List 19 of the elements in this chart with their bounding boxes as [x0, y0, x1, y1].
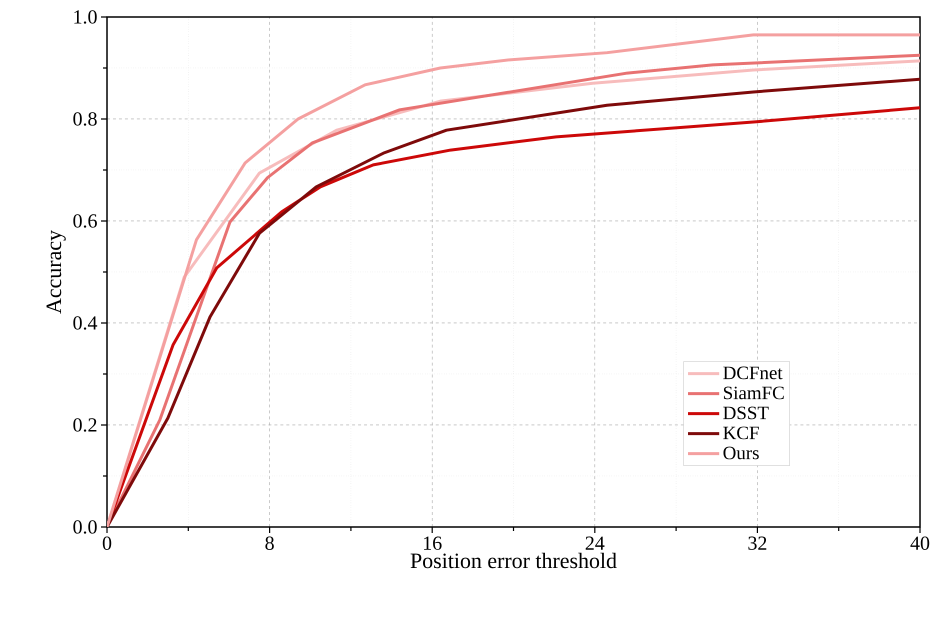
legend-label: DSST: [723, 406, 769, 420]
y-tick-label: 0.2: [73, 418, 96, 432]
x-tick-label: 0: [102, 536, 112, 550]
y-axis-title: Accuracy: [46, 230, 66, 314]
x-tick-label: 40: [910, 536, 930, 550]
x-tick-label: 16: [424, 536, 442, 550]
x-tick-label: 32: [748, 536, 766, 550]
x-tick-label: 8: [265, 536, 274, 550]
legend-label: Ours: [723, 446, 759, 460]
y-tick-label: 0.6: [73, 214, 97, 228]
legend-label: KCF: [723, 426, 759, 440]
y-tick-label: 0.0: [73, 520, 97, 534]
y-tick-label: 1.0: [74, 10, 97, 24]
y-tick-label: 0.4: [73, 316, 98, 330]
y-tick-label: 0.8: [73, 112, 97, 126]
legend-label: SiamFC: [724, 386, 784, 400]
legend-label: DCFnet: [723, 366, 783, 380]
x-tick-label: 24: [586, 536, 604, 550]
x-axis-title: Position error threshold: [410, 552, 617, 568]
